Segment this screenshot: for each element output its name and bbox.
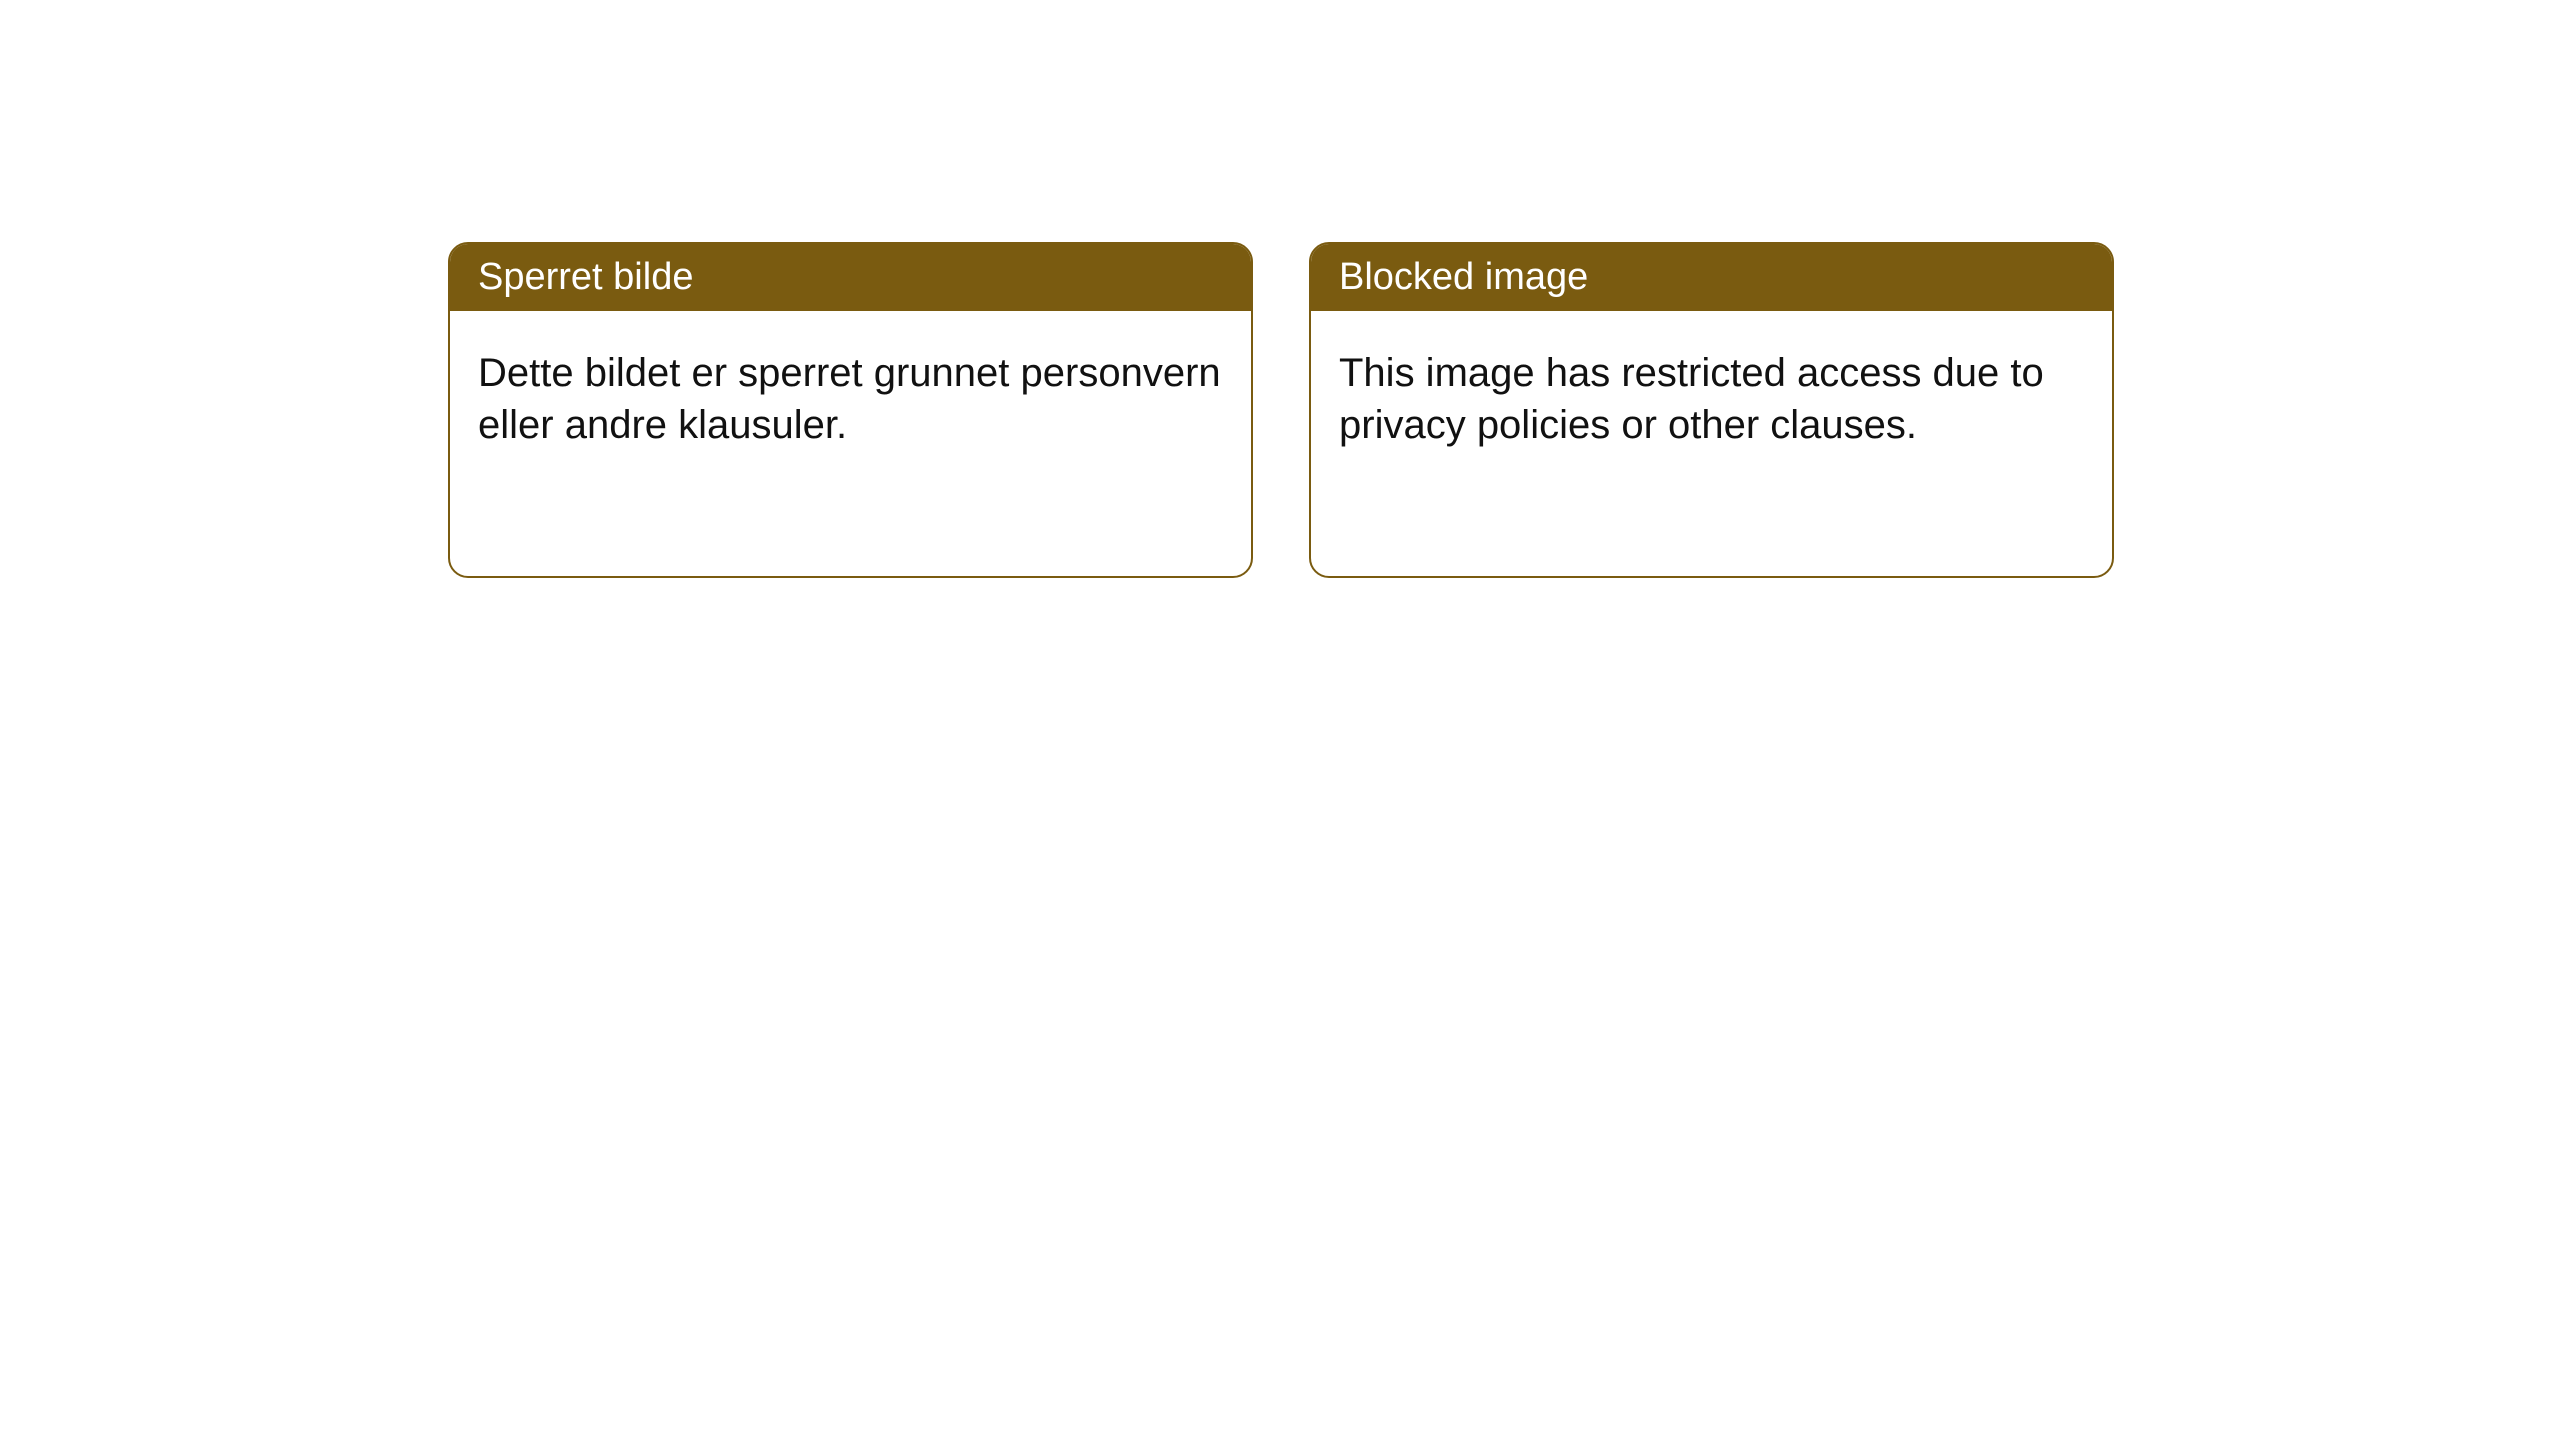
notice-card-norwegian: Sperret bilde Dette bildet er sperret gr… xyxy=(448,242,1253,578)
notice-container: Sperret bilde Dette bildet er sperret gr… xyxy=(448,242,2114,578)
notice-header: Sperret bilde xyxy=(450,244,1251,311)
notice-body: Dette bildet er sperret grunnet personve… xyxy=(450,311,1251,487)
notice-header: Blocked image xyxy=(1311,244,2112,311)
notice-body: This image has restricted access due to … xyxy=(1311,311,2112,487)
notice-card-english: Blocked image This image has restricted … xyxy=(1309,242,2114,578)
